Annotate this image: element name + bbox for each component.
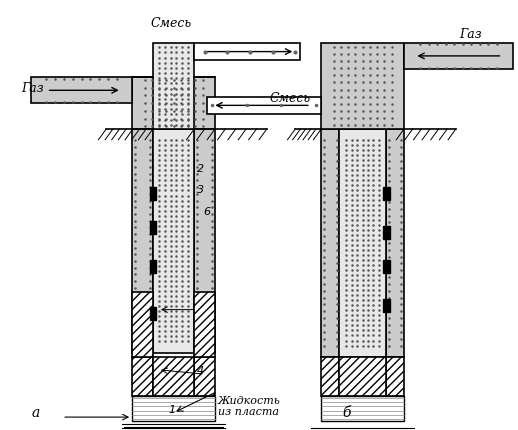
Bar [150,187,156,200]
Bar [132,357,153,396]
Bar [321,43,404,129]
Text: Газ: Газ [21,82,44,95]
Text: Смесь: Смесь [150,17,192,30]
Text: 5: 5 [197,301,204,312]
Bar [153,129,194,353]
Text: а: а [31,406,39,420]
Bar [207,97,321,114]
Bar [386,129,404,357]
Bar [383,299,390,312]
Bar [386,357,404,396]
Bar [150,307,156,320]
Bar [153,357,194,396]
Bar [194,292,215,357]
Bar [132,292,153,357]
Text: 3: 3 [197,185,204,196]
Text: 1: 1 [168,405,176,415]
Bar [150,221,156,234]
Text: Жидкость
из пласта: Жидкость из пласта [218,396,280,417]
Text: 4: 4 [197,366,204,376]
Bar [132,129,153,353]
Bar [194,129,215,353]
Text: Газ: Газ [459,28,482,41]
Bar [339,129,386,357]
Bar [132,77,215,129]
Bar [194,357,215,396]
Bar [383,187,390,200]
Bar [132,396,215,421]
Text: 6: 6 [204,207,211,217]
Bar [321,396,404,421]
Bar [383,260,390,273]
Bar [31,77,132,103]
Text: 2: 2 [197,164,204,174]
Text: Смесь: Смесь [269,92,310,105]
Bar [194,43,300,60]
Bar [321,129,339,357]
Bar [339,357,386,396]
Bar [321,357,339,396]
Bar [153,43,194,129]
Bar [383,226,390,239]
Text: б: б [342,406,350,420]
Bar [150,260,156,273]
Bar [404,43,513,69]
